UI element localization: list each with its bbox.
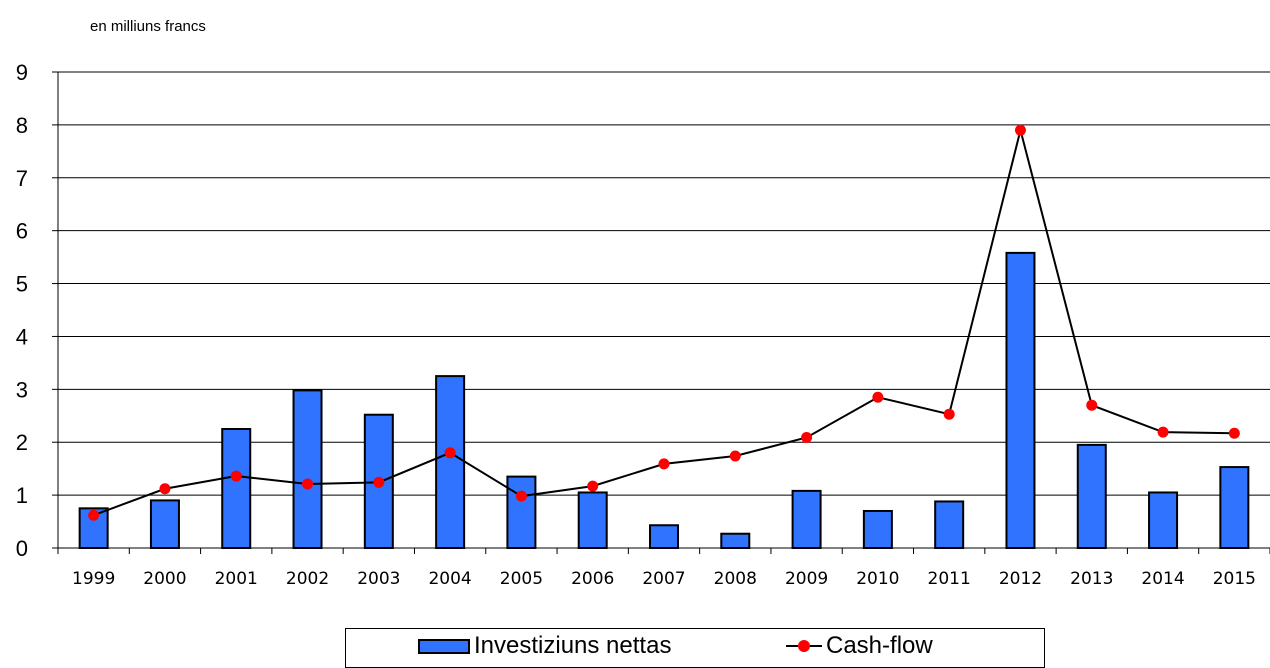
- unit-label: en milliuns francs: [90, 18, 206, 35]
- line-point: [1014, 124, 1026, 136]
- legend-line-swatch: [786, 638, 822, 654]
- bar: [1076, 443, 1107, 549]
- y-tick-label: 6: [16, 219, 28, 244]
- bar: [577, 491, 608, 550]
- line-point: [729, 450, 741, 462]
- x-tick-label: 2009: [785, 569, 828, 589]
- line-point: [88, 509, 100, 521]
- legend: Investiziuns nettas Cash-flow: [345, 628, 1045, 668]
- bar: [149, 499, 180, 549]
- line-point: [1157, 426, 1169, 438]
- y-tick-label: 2: [16, 430, 28, 455]
- line-point: [444, 447, 456, 459]
- y-tick-label: 5: [16, 272, 28, 297]
- y-tick-label: 4: [16, 324, 28, 349]
- x-tick-label: 1999: [72, 569, 115, 589]
- line-point: [230, 470, 242, 482]
- legend-bar-swatch: [418, 638, 470, 654]
- bar: [934, 500, 965, 549]
- x-tick-label: 2001: [215, 569, 258, 589]
- line-series: [88, 124, 1240, 521]
- line-point: [587, 480, 599, 492]
- y-tick-label: 3: [16, 377, 28, 402]
- x-tick-label: 2005: [500, 569, 543, 589]
- x-tick-label: 2006: [571, 569, 614, 589]
- x-tick-label: 2008: [714, 569, 757, 589]
- y-tick-label: 0: [16, 536, 28, 561]
- x-tick-label: 2014: [1141, 569, 1184, 589]
- x-tick-label: 2003: [357, 569, 400, 589]
- bar: [791, 489, 822, 550]
- line-point: [302, 478, 314, 490]
- bar: [506, 475, 537, 550]
- line-point: [1086, 399, 1098, 411]
- x-tick-label: 2000: [143, 569, 186, 589]
- x-tick-label: 2012: [999, 569, 1042, 589]
- axes: [52, 71, 1270, 554]
- bar: [1148, 491, 1179, 550]
- x-tick-labels: 1999 2000 2001 2002 2003 2004 2005 2006 2007 2008…: [72, 569, 1256, 589]
- line-point: [801, 431, 813, 443]
- bar: [221, 428, 252, 549]
- x-tick-label: 2007: [642, 569, 685, 589]
- bar: [1005, 251, 1036, 549]
- bar: [435, 375, 466, 549]
- line-point: [1228, 427, 1240, 439]
- legend-item-bars: Investiziuns nettas: [418, 629, 671, 663]
- x-tick-label: 2011: [928, 569, 971, 589]
- bar-series: [78, 251, 1250, 550]
- bar: [1219, 466, 1250, 549]
- x-tick-label: 2013: [1070, 569, 1113, 589]
- bar: [862, 509, 893, 550]
- bar: [720, 532, 751, 549]
- y-tick-label: 8: [16, 113, 28, 138]
- y-tick-labels: 0 1 2 3 4 5 6 7 8 9: [16, 60, 28, 561]
- line-point: [872, 391, 884, 403]
- gridlines: [58, 71, 1270, 496]
- bar: [649, 524, 679, 549]
- line-point: [159, 483, 171, 495]
- x-tick-label: 2004: [428, 569, 471, 589]
- line-point: [658, 458, 670, 470]
- bar: [292, 389, 323, 549]
- y-tick-label: 9: [16, 60, 28, 85]
- legend-label-bars: Investiziuns nettas: [474, 632, 672, 659]
- line-point: [373, 476, 385, 488]
- y-tick-label: 1: [16, 483, 28, 508]
- x-tick-label: 2002: [286, 569, 329, 589]
- y-tick-label: 7: [16, 166, 28, 191]
- series-line: [93, 129, 1235, 517]
- x-tick-label: 2015: [1213, 569, 1256, 589]
- line-point: [943, 408, 955, 420]
- x-tick-label: 2010: [856, 569, 899, 589]
- chart: 0 1 2 3 4 5 6 7 8 9 1999 2000 2001 2002 2003 2004 2005 2…: [16, 60, 1270, 589]
- line-point: [515, 490, 527, 502]
- legend-label-line: Cash-flow: [826, 632, 933, 659]
- legend-item-line: Cash-flow: [786, 629, 933, 663]
